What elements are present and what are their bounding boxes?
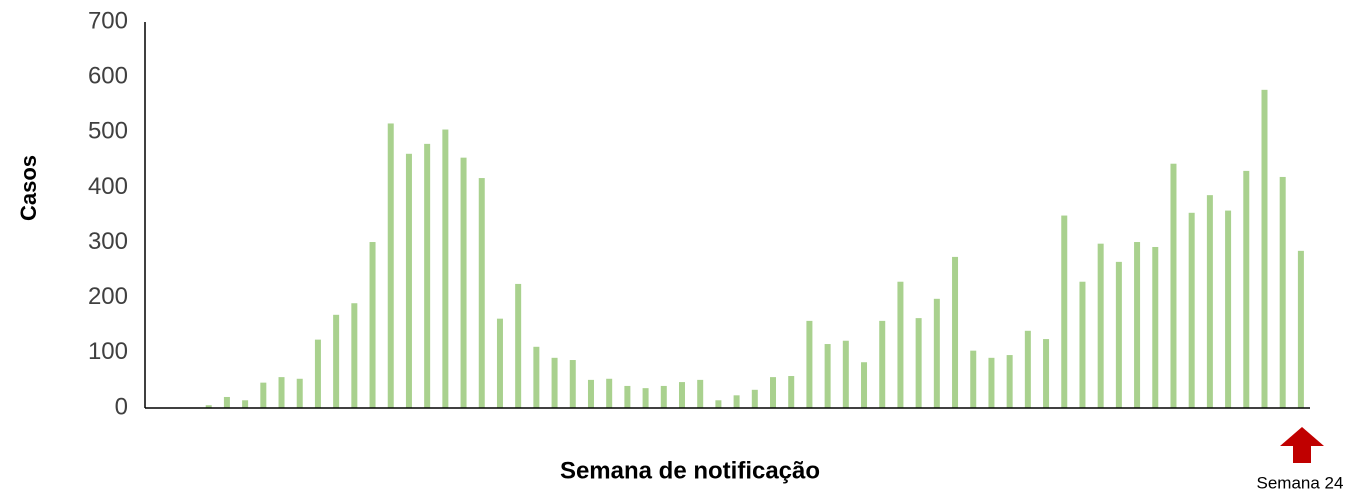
bar: [1115, 261, 1122, 408]
bar: [387, 123, 394, 408]
bar: [533, 346, 540, 408]
bar: [970, 350, 977, 408]
bar: [933, 298, 940, 408]
bar: [751, 389, 758, 408]
y-tick-label: 100: [88, 338, 128, 365]
bar: [1006, 355, 1013, 408]
bar: [806, 320, 813, 408]
bar: [1079, 281, 1086, 408]
bar: [1097, 243, 1104, 408]
bar: [788, 376, 795, 408]
bar: [697, 379, 704, 408]
bar: [405, 153, 412, 408]
bar: [1170, 163, 1177, 408]
bar: [660, 385, 667, 408]
bar: [351, 303, 358, 408]
bar: [1043, 339, 1050, 408]
bar: [260, 382, 267, 408]
bar: [897, 281, 904, 408]
y-tick-label: 500: [88, 118, 128, 145]
bar: [1152, 246, 1159, 408]
bar: [1225, 210, 1232, 408]
arrow: [1280, 427, 1324, 463]
annotation: Semana 24: [1257, 473, 1344, 492]
bar: [223, 396, 230, 408]
bar: [1243, 170, 1250, 408]
y-axis-label: Casos: [16, 155, 41, 221]
bar: [496, 318, 503, 408]
bar: [587, 379, 594, 408]
bar: [678, 382, 685, 408]
bar: [624, 385, 631, 408]
bar: [278, 377, 285, 408]
bar: [952, 256, 959, 408]
bar: [551, 357, 558, 408]
bar: [642, 388, 649, 408]
y-tick-label: 700: [88, 7, 128, 34]
bar: [733, 395, 740, 408]
y-tick-label: 0: [115, 393, 128, 420]
bar: [314, 339, 321, 408]
y-tick-label: 400: [88, 173, 128, 200]
bar: [1024, 330, 1031, 408]
bar: [424, 143, 431, 408]
bar: [988, 357, 995, 408]
bar: [915, 318, 922, 408]
bar: [879, 320, 886, 408]
x-axis-label: Semana de notificação: [560, 457, 820, 484]
bar: [824, 344, 831, 408]
bar: [1134, 242, 1141, 408]
bar: [478, 178, 485, 408]
bar: [242, 400, 249, 408]
bar: [296, 378, 303, 408]
bar: [1188, 212, 1195, 408]
bar: [842, 340, 849, 408]
bar: [442, 129, 449, 408]
bar: [770, 377, 777, 408]
bar: [861, 362, 868, 408]
bar: [369, 242, 376, 408]
y-tick-label: 600: [88, 62, 128, 89]
bar: [1279, 176, 1286, 408]
bar: [205, 405, 212, 408]
y-tick-label: 300: [88, 228, 128, 255]
bar: [1061, 215, 1068, 408]
bar: [515, 283, 522, 408]
bar: [715, 400, 722, 408]
bar: [1297, 250, 1304, 408]
bar: [606, 378, 613, 408]
bar: [333, 314, 340, 408]
bar: [1261, 89, 1268, 408]
bar: [1206, 195, 1213, 408]
bar: [569, 360, 576, 408]
y-tick-label: 200: [88, 283, 128, 310]
bar: [460, 157, 467, 408]
